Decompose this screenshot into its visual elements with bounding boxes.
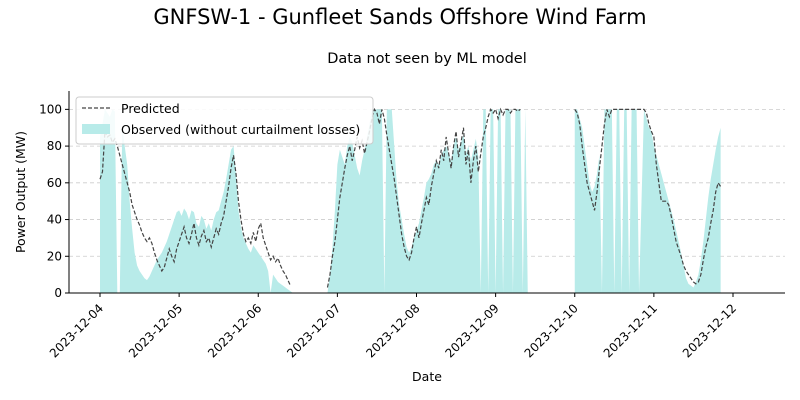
x-tick-label: 2023-12-07 bbox=[284, 301, 343, 360]
x-tick-label: 2023-12-05 bbox=[126, 301, 185, 360]
predicted-line-segment bbox=[574, 108, 722, 285]
x-ticks: 2023-12-04 2023-12-05 2023-12-06 2023-12-07… bbox=[47, 293, 739, 360]
legend-observed-swatch bbox=[82, 124, 110, 134]
x-tick-label: 2023-12-06 bbox=[205, 301, 264, 360]
y-tick-label: 40 bbox=[47, 213, 62, 227]
observed-area-segment bbox=[574, 109, 721, 293]
y-tick-label: 80 bbox=[47, 139, 62, 153]
x-axis-label: Date bbox=[412, 369, 442, 384]
y-tick-label: 0 bbox=[54, 286, 62, 300]
predicted-line-segment bbox=[99, 131, 291, 286]
x-tick-label: 2023-12-10 bbox=[522, 301, 581, 360]
chart-title: GNFSW-1 - Gunfleet Sands Offshore Wind F… bbox=[153, 5, 646, 29]
x-tick-label: 2023-12-08 bbox=[363, 301, 422, 360]
x-tick-label: 2023-12-12 bbox=[680, 301, 739, 360]
legend-observed-label: Observed (without curtailment losses) bbox=[121, 122, 360, 137]
predicted-line-segment bbox=[326, 107, 521, 288]
legend-predicted-label: Predicted bbox=[121, 101, 180, 116]
x-tick-label: 2023-12-09 bbox=[443, 301, 502, 360]
observed-area-segment bbox=[100, 109, 293, 293]
x-tick-label: 2023-12-11 bbox=[601, 301, 660, 360]
y-tick-label: 100 bbox=[39, 102, 62, 116]
legend-box bbox=[75, 96, 374, 145]
x-tick-label: 2023-12-04 bbox=[47, 301, 106, 360]
y-ticks: 0 20 40 60 80 100 bbox=[39, 102, 69, 300]
chart-subtitle: Data not seen by ML model bbox=[327, 51, 527, 67]
predicted-line bbox=[99, 107, 722, 288]
y-axis-label: Power Output (MW) bbox=[13, 131, 28, 253]
y-tick-label: 20 bbox=[47, 249, 62, 263]
legend: Predicted Observed (without curtailment … bbox=[75, 96, 374, 145]
y-tick-label: 60 bbox=[47, 176, 62, 190]
